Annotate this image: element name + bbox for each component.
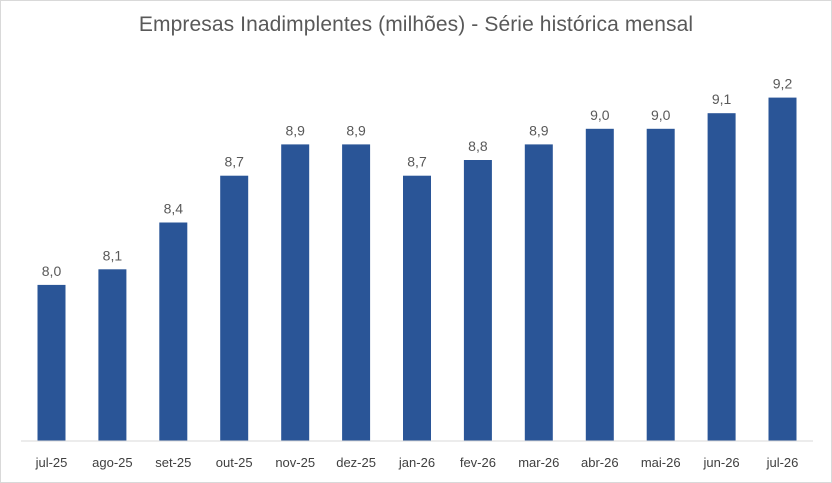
bar-abr-26 [585,128,614,442]
x-tick-label-nov-25: nov-25 [275,455,315,470]
data-label-out-25: 8,7 [224,154,244,170]
bar-mai-26 [646,128,675,442]
data-label-set-25: 8,4 [164,201,184,217]
x-tick-label-out-25: out-25 [216,455,253,470]
x-tick-label-fev-26: fev-26 [460,455,496,470]
bar-jul-26 [768,97,797,441]
x-tick-label-jul-26: jul-26 [766,455,799,470]
x-tick-label-ago-25: ago-25 [92,455,132,470]
x-tick-label-set-25: set-25 [155,455,191,470]
x-tick-label-mai-26: mai-26 [641,455,681,470]
data-label-mar-26: 8,9 [529,122,549,138]
bar-set-25 [159,222,188,441]
data-label-mai-26: 9,0 [651,107,671,123]
bar-jan-26 [403,175,431,441]
data-label-nov-25: 8,9 [285,122,305,138]
data-label-jul-25: 8,0 [42,263,62,279]
x-tick-label-abr-26: abr-26 [581,455,619,470]
x-tick-label-dez-25: dez-25 [336,455,376,470]
bar-mar-26 [524,144,553,441]
x-tick-label-jul-25: jul-25 [35,455,68,470]
bar-dez-25 [342,144,371,441]
bar-jun-26 [707,113,736,441]
bar-fev-26 [463,160,492,441]
bars-layer [37,97,797,442]
labels-layer: 8,0 jul-25 8,1 ago-25 8,4 set-25 8,7 out-25 8,9 n… [35,76,799,470]
bar-nov-25 [281,144,310,441]
data-label-jan-26: 8,7 [407,154,427,170]
data-label-jun-26: 9,1 [712,91,732,107]
x-tick-label-jun-26: jun-26 [703,455,740,470]
bar-out-25 [220,175,249,441]
x-tick-label-jan-26: jan-26 [398,455,435,470]
data-label-fev-26: 8,8 [468,138,488,154]
x-tick-label-mar-26: mar-26 [518,455,559,470]
chart-title: Empresas Inadimplentes (milhões) - Série… [138,13,694,36]
data-label-ago-25: 8,1 [103,247,123,263]
data-label-abr-26: 9,0 [590,107,610,123]
bar-jul-25 [37,284,66,441]
data-label-jul-26: 9,2 [773,76,793,92]
data-label-dez-25: 8,9 [346,122,366,138]
bar-ago-25 [98,269,127,441]
